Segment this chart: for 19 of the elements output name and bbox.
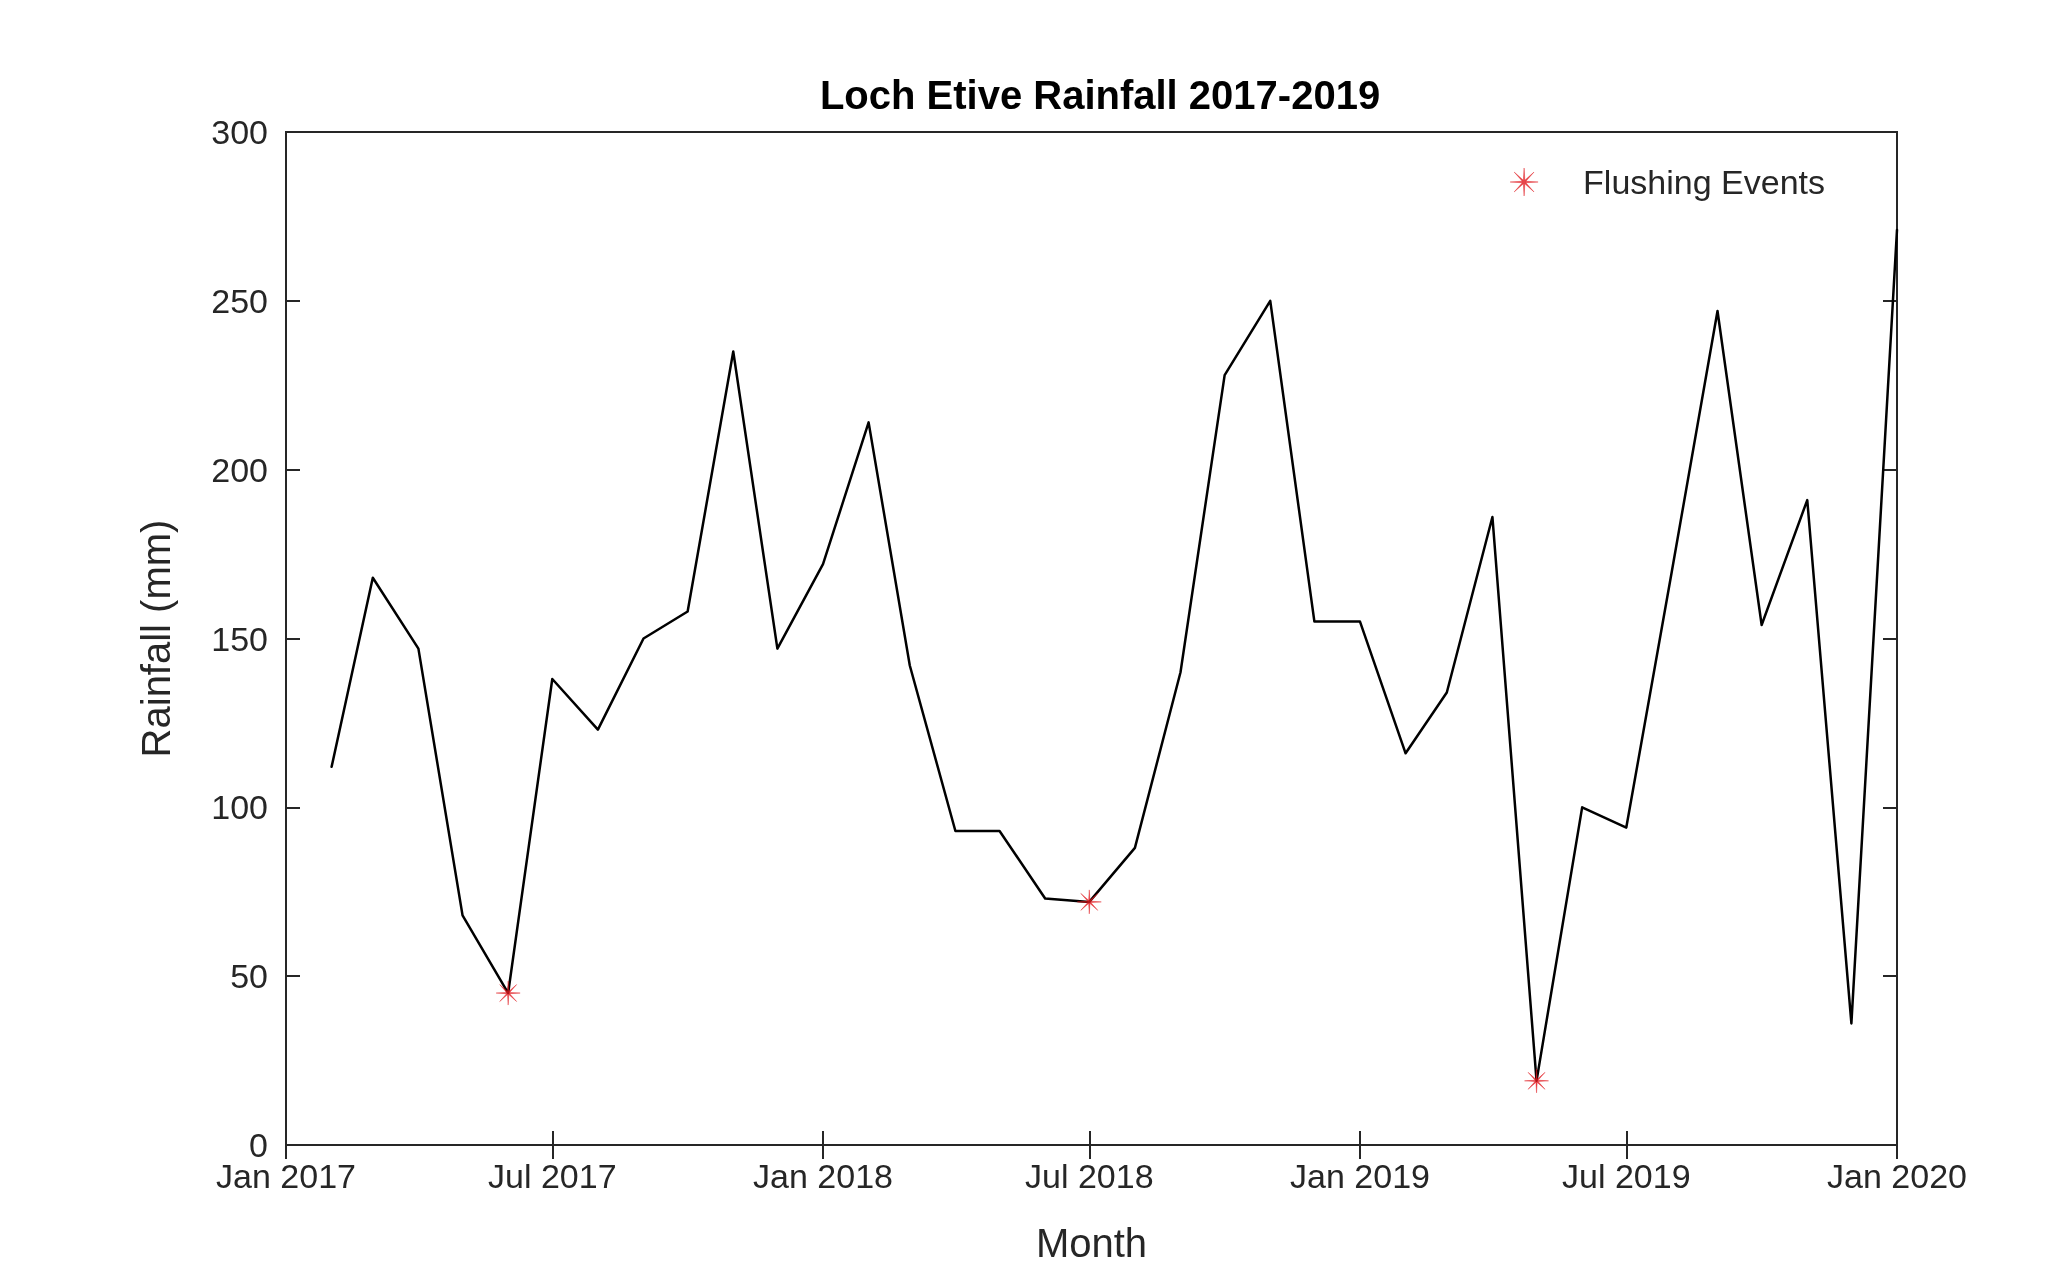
y-tick-label: 150 [211, 619, 268, 658]
x-tick-label: Jul 2018 [1025, 1157, 1154, 1195]
legend-label: Flushing Events [1583, 163, 1825, 201]
chart-title: Loch Etive Rainfall 2017-2019 [819, 73, 1381, 117]
y-tick-label: 250 [211, 281, 268, 320]
y-axis-title: Rainfall (mm) [134, 519, 178, 758]
x-tick-label: Jul 2019 [1562, 1157, 1691, 1195]
x-axis-title: Month [1035, 1221, 1148, 1265]
y-tick-label: 300 [211, 113, 268, 151]
point [495, 980, 521, 1006]
point [1077, 889, 1102, 915]
point [1524, 1068, 1549, 1094]
x-tick-label: Jan 2019 [1290, 1157, 1430, 1195]
x-tick-label: Jan 2020 [1827, 1157, 1967, 1195]
y-tick-label: 50 [230, 957, 268, 996]
x-tick-label: Jul 2017 [488, 1157, 617, 1195]
x-tick-label: Jan 2018 [753, 1157, 893, 1195]
y-tick-label: 100 [211, 788, 268, 827]
y-tick-label: 200 [211, 450, 268, 489]
